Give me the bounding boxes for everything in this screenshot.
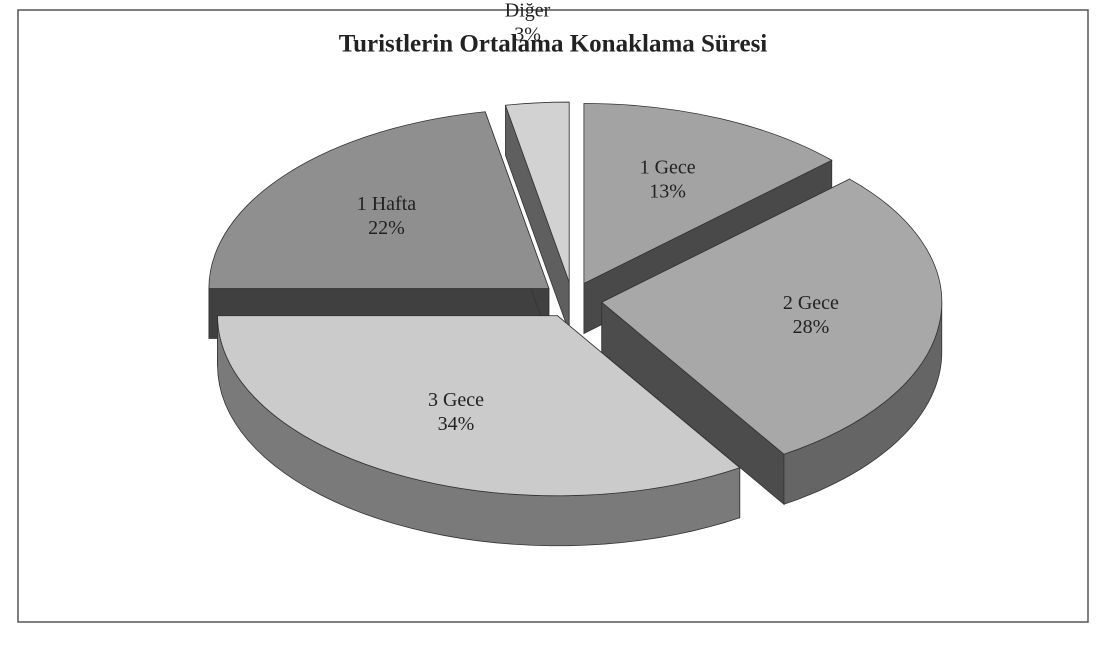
- chart-title: Turistlerin Ortalama Konaklama Süresi: [339, 31, 768, 58]
- slice-label: 2 Gece: [783, 292, 839, 314]
- slice-label: Diğer: [505, 0, 551, 22]
- slice-label: 1 Hafta: [357, 193, 417, 215]
- slice-value-label: 3%: [514, 24, 541, 46]
- slice-value-label: 34%: [438, 413, 475, 435]
- slice-value-label: 22%: [368, 217, 405, 239]
- slice-top: [601, 178, 943, 455]
- slice-top: [583, 103, 833, 285]
- slice-label: 3 Gece: [428, 389, 484, 411]
- slice-top: [217, 315, 741, 497]
- slice-label: 1 Gece: [640, 157, 696, 179]
- slice: [601, 178, 943, 506]
- slice: [217, 314, 741, 547]
- slice-top: [504, 101, 570, 283]
- slice-value-label: 13%: [649, 181, 686, 203]
- slice: [504, 101, 570, 333]
- slice-value-label: 28%: [793, 316, 830, 338]
- slice-top: [208, 111, 550, 289]
